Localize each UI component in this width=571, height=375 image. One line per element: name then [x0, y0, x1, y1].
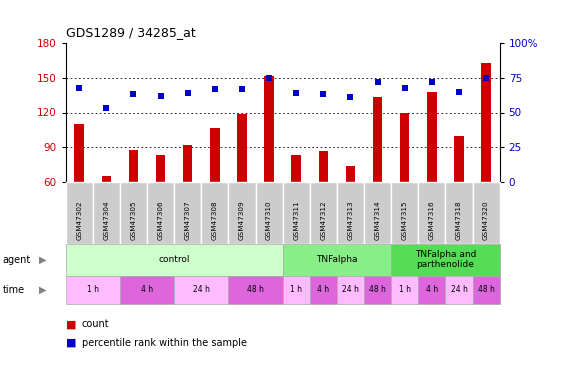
Text: 4 h: 4 h: [426, 285, 438, 294]
Point: [319, 92, 328, 98]
Text: GSM47314: GSM47314: [375, 200, 381, 240]
Bar: [400, 112, 409, 182]
Text: 4 h: 4 h: [317, 285, 329, 294]
Text: ▶: ▶: [39, 285, 46, 295]
Point: [400, 84, 409, 90]
Text: 48 h: 48 h: [477, 285, 494, 294]
Bar: [128, 150, 138, 182]
Text: control: control: [158, 255, 190, 264]
Text: time: time: [3, 285, 25, 295]
Text: 48 h: 48 h: [247, 285, 264, 294]
Point: [75, 84, 84, 90]
Bar: [183, 145, 192, 182]
Text: 24 h: 24 h: [193, 285, 210, 294]
Point: [183, 90, 192, 96]
Text: 48 h: 48 h: [369, 285, 386, 294]
Bar: [156, 155, 166, 182]
Text: GSM47311: GSM47311: [293, 200, 299, 240]
Text: GSM47318: GSM47318: [456, 200, 462, 240]
Bar: [237, 114, 247, 182]
Point: [481, 75, 490, 81]
Text: 1 h: 1 h: [399, 285, 411, 294]
Point: [292, 90, 301, 96]
Text: ■: ■: [66, 320, 76, 329]
Text: GSM47305: GSM47305: [130, 200, 136, 240]
Text: ■: ■: [66, 338, 76, 348]
Bar: [427, 92, 437, 182]
Text: GSM47306: GSM47306: [158, 200, 164, 240]
Text: 1 h: 1 h: [290, 285, 302, 294]
Point: [129, 92, 138, 98]
Bar: [373, 98, 383, 182]
Point: [346, 94, 355, 100]
Text: GSM47312: GSM47312: [320, 200, 327, 240]
Point: [238, 86, 247, 92]
Text: GSM47309: GSM47309: [239, 200, 245, 240]
Text: percentile rank within the sample: percentile rank within the sample: [82, 338, 247, 348]
Text: GSM47302: GSM47302: [76, 200, 82, 240]
Text: count: count: [82, 320, 109, 329]
Text: TNFalpha: TNFalpha: [316, 255, 357, 264]
Point: [102, 105, 111, 111]
Bar: [345, 166, 355, 182]
Bar: [319, 151, 328, 182]
Bar: [481, 63, 491, 182]
Text: GSM47310: GSM47310: [266, 200, 272, 240]
Text: ▶: ▶: [39, 255, 46, 265]
Text: GSM47316: GSM47316: [429, 200, 435, 240]
Bar: [102, 176, 111, 182]
Point: [427, 79, 436, 85]
Text: GSM47304: GSM47304: [103, 200, 110, 240]
Point: [156, 93, 165, 99]
Bar: [454, 136, 464, 182]
Point: [373, 79, 382, 85]
Bar: [291, 155, 301, 182]
Text: 4 h: 4 h: [141, 285, 153, 294]
Text: agent: agent: [3, 255, 31, 265]
Text: TNFalpha and
parthenolide: TNFalpha and parthenolide: [415, 250, 476, 269]
Bar: [74, 124, 84, 182]
Text: GSM47308: GSM47308: [212, 200, 218, 240]
Text: GSM47313: GSM47313: [347, 200, 353, 240]
Point: [264, 75, 274, 81]
Text: GDS1289 / 34285_at: GDS1289 / 34285_at: [66, 26, 195, 39]
Point: [210, 86, 219, 92]
Bar: [210, 128, 220, 182]
Text: GSM47320: GSM47320: [483, 200, 489, 240]
Text: 24 h: 24 h: [342, 285, 359, 294]
Bar: [264, 75, 274, 182]
Text: GSM47307: GSM47307: [184, 200, 191, 240]
Text: 1 h: 1 h: [87, 285, 99, 294]
Text: 24 h: 24 h: [451, 285, 468, 294]
Text: GSM47315: GSM47315: [401, 200, 408, 240]
Point: [455, 89, 464, 95]
